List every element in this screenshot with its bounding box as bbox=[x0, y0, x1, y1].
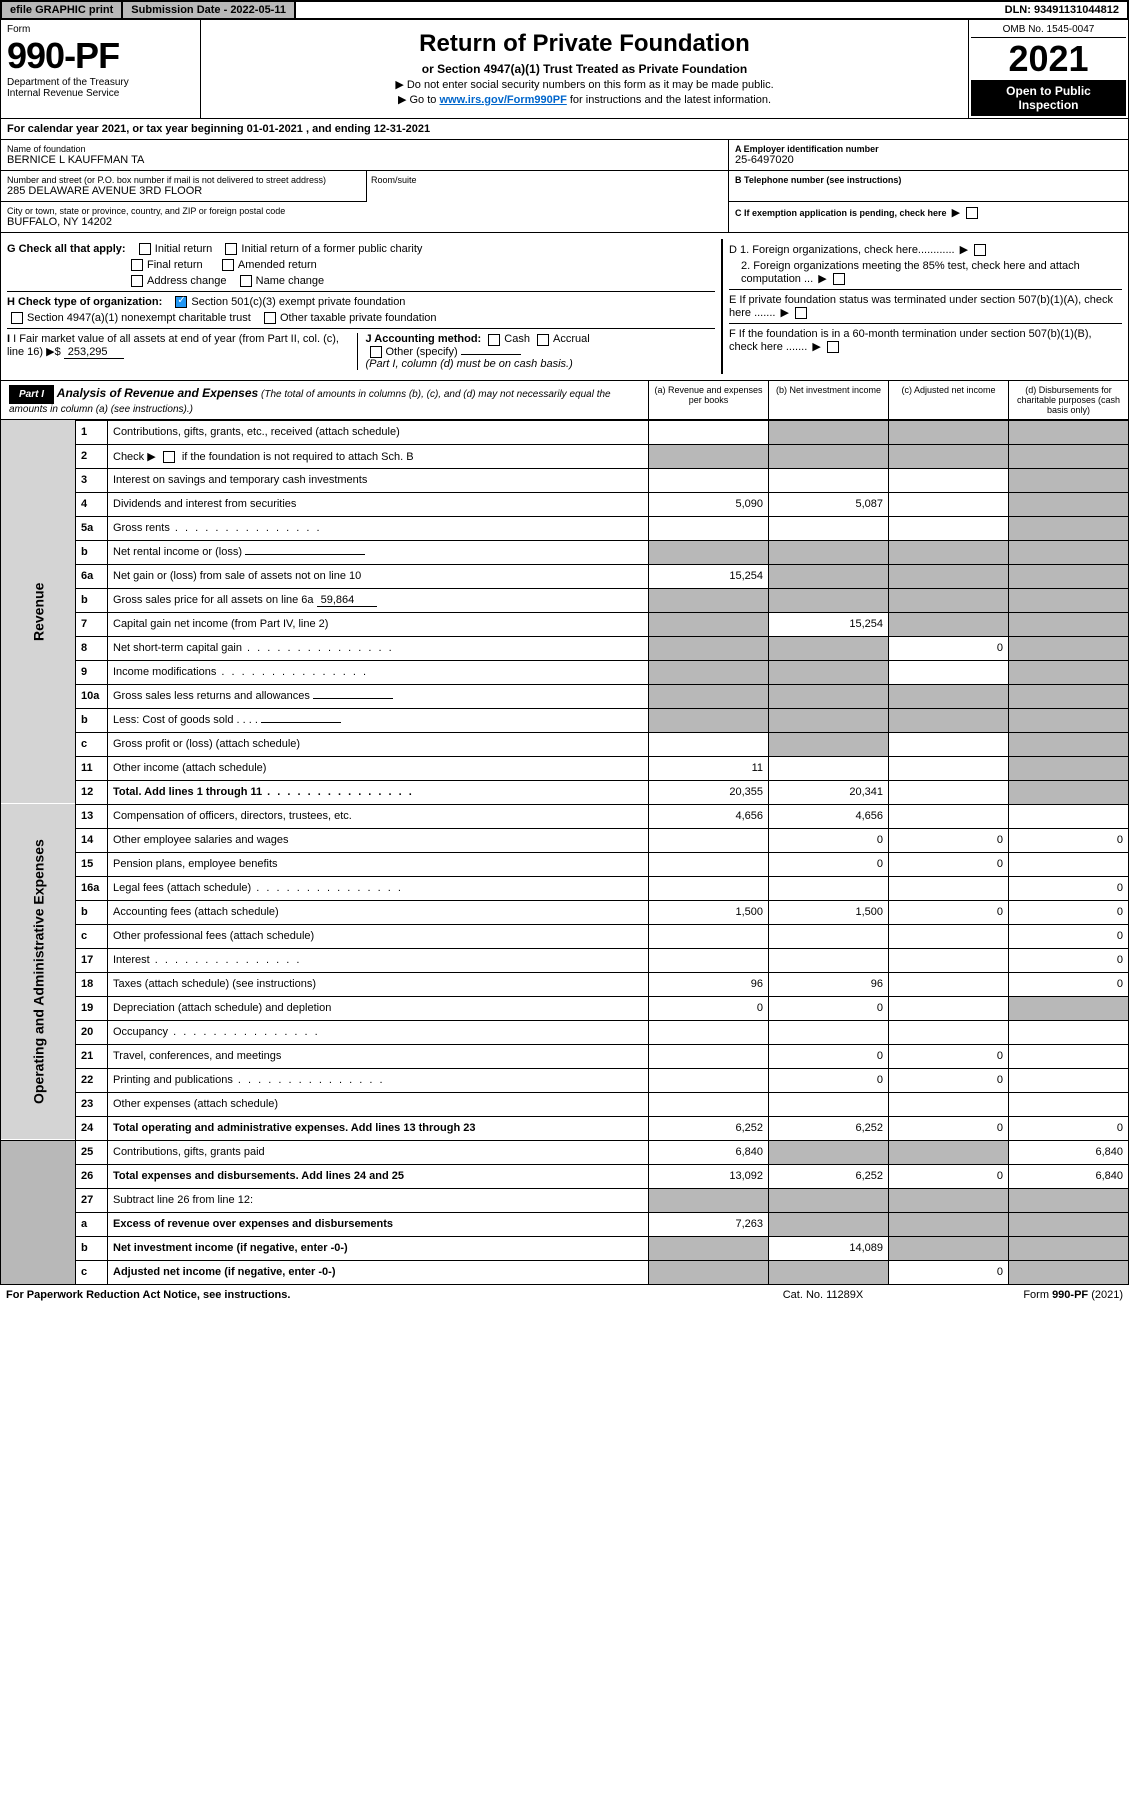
f-chk[interactable] bbox=[827, 341, 839, 353]
schb-chk[interactable] bbox=[163, 451, 175, 463]
phone-label: B Telephone number (see instructions) bbox=[735, 175, 1122, 185]
cat-no: Cat. No. 11289X bbox=[723, 1289, 923, 1301]
main-table: Revenue 1Contributions, gifts, grants, e… bbox=[0, 420, 1129, 1285]
form-document: efile GRAPHIC print Submission Date - 20… bbox=[0, 0, 1129, 1305]
g-label: G Check all that apply: bbox=[7, 243, 126, 255]
fmv-amount: 253,295 bbox=[64, 346, 124, 359]
initial-former-chk[interactable] bbox=[225, 243, 237, 255]
room-label: Room/suite bbox=[371, 175, 724, 185]
open-public: Open to Public Inspection bbox=[971, 80, 1126, 116]
footer: For Paperwork Reduction Act Notice, see … bbox=[0, 1285, 1129, 1305]
form-subtitle: or Section 4947(a)(1) Trust Treated as P… bbox=[207, 62, 962, 76]
foundation-name: BERNICE L KAUFFMAN TA bbox=[7, 154, 722, 166]
tax-year: 2021 bbox=[971, 38, 1126, 80]
part1-title: Analysis of Revenue and Expenses bbox=[57, 386, 258, 400]
name-label: Name of foundation bbox=[7, 144, 722, 154]
addr-label: Number and street (or P.O. box number if… bbox=[7, 175, 360, 185]
omb: OMB No. 1545-0047 bbox=[971, 22, 1126, 38]
dept: Department of the Treasury bbox=[7, 77, 194, 88]
irs-link[interactable]: www.irs.gov/Form990PF bbox=[439, 94, 566, 106]
dln: DLN: 93491131044812 bbox=[997, 2, 1127, 18]
address: 285 DELAWARE AVENUE 3RD FLOOR bbox=[7, 185, 360, 197]
form-number: 990-PF bbox=[7, 35, 194, 77]
final-return-chk[interactable] bbox=[131, 259, 143, 271]
phone bbox=[735, 185, 1122, 197]
cash-chk[interactable] bbox=[488, 334, 500, 346]
form-header: Form 990-PF Department of the Treasury I… bbox=[0, 20, 1129, 119]
i-label: I bbox=[7, 333, 10, 345]
accrual-chk[interactable] bbox=[537, 334, 549, 346]
other-method-chk[interactable] bbox=[370, 346, 382, 358]
opex-vlabel: Operating and Administrative Expenses bbox=[1, 804, 76, 1140]
initial-return-chk[interactable] bbox=[139, 243, 151, 255]
h-label: H Check type of organization: bbox=[7, 296, 162, 308]
efile-button[interactable]: efile GRAPHIC print bbox=[2, 2, 123, 18]
col-b-hdr: (b) Net investment income bbox=[768, 381, 888, 419]
part1-label: Part I bbox=[9, 385, 54, 404]
j-label: J Accounting method: bbox=[366, 333, 482, 345]
instr2: ▶ Go to www.irs.gov/Form990PF for instru… bbox=[207, 93, 962, 106]
form-ref: Form 990-PF (2021) bbox=[923, 1289, 1123, 1301]
4947-chk[interactable] bbox=[11, 312, 23, 324]
addr-change-chk[interactable] bbox=[131, 275, 143, 287]
instr1: ▶ Do not enter social security numbers o… bbox=[207, 78, 962, 91]
revenue-vlabel: Revenue bbox=[1, 420, 76, 804]
501c3-chk[interactable] bbox=[175, 296, 187, 308]
city: BUFFALO, NY 14202 bbox=[7, 216, 722, 228]
col-a-hdr: (a) Revenue and expenses per books bbox=[648, 381, 768, 419]
other-taxable-chk[interactable] bbox=[264, 312, 276, 324]
part1-header: Part I Analysis of Revenue and Expenses … bbox=[0, 381, 1129, 420]
submission-date: Submission Date - 2022-05-11 bbox=[123, 2, 296, 18]
c-label: C If exemption application is pending, c… bbox=[735, 208, 947, 218]
irs: Internal Revenue Service bbox=[7, 88, 194, 99]
col-c-hdr: (c) Adjusted net income bbox=[888, 381, 1008, 419]
d1-chk[interactable] bbox=[974, 244, 986, 256]
ein-label: A Employer identification number bbox=[735, 144, 1122, 154]
name-change-chk[interactable] bbox=[240, 275, 252, 287]
calendar-year: For calendar year 2021, or tax year begi… bbox=[0, 119, 1129, 140]
form-title: Return of Private Foundation bbox=[207, 30, 962, 58]
c-checkbox[interactable] bbox=[966, 207, 978, 219]
check-section: G Check all that apply: Initial return I… bbox=[0, 233, 1129, 381]
paperwork-notice: For Paperwork Reduction Act Notice, see … bbox=[6, 1289, 723, 1301]
top-bar: efile GRAPHIC print Submission Date - 20… bbox=[0, 0, 1129, 20]
d2-chk[interactable] bbox=[833, 273, 845, 285]
ein: 25-6497020 bbox=[735, 154, 1122, 166]
id-block: Name of foundation BERNICE L KAUFFMAN TA… bbox=[0, 140, 1129, 233]
col-d-hdr: (d) Disbursements for charitable purpose… bbox=[1008, 381, 1128, 419]
form-label: Form bbox=[7, 24, 194, 35]
amended-chk[interactable] bbox=[222, 259, 234, 271]
e-chk[interactable] bbox=[795, 307, 807, 319]
city-label: City or town, state or province, country… bbox=[7, 206, 722, 216]
